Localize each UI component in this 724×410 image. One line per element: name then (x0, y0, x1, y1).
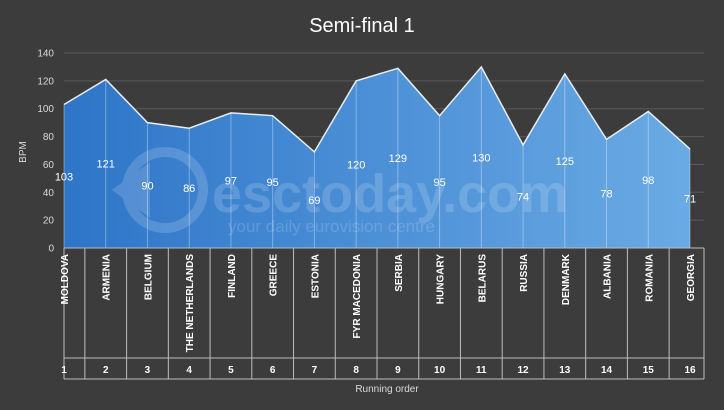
y-tick-label: 140 (37, 49, 54, 60)
x-tick-label: GEORGIA (686, 254, 697, 301)
axes: 0 20 40 60 80 100 120 140 MOLDOVA 1 ARMENIA 2 BELGIU… (37, 49, 705, 380)
data-label: 103 (55, 171, 73, 183)
running-order-label: 13 (559, 365, 571, 376)
running-order-label: 6 (270, 365, 276, 376)
x-tick-label: RUSSIA (519, 254, 530, 292)
x-tick-label: GREECE (269, 254, 280, 297)
x-tick-label: HUNGARY (436, 254, 447, 305)
running-order-label: 16 (684, 365, 696, 376)
running-order-label: 11 (476, 365, 487, 376)
x-tick-label: ALBANIA (603, 254, 614, 299)
watermark-tagline: your daily eurovision centre (228, 217, 435, 236)
area-series (63, 65, 691, 248)
x-tick-label: DENMARK (561, 253, 572, 305)
area-fill (64, 66, 690, 248)
series-line (63, 65, 691, 154)
data-label: 95 (267, 177, 279, 189)
data-labels: 103 121 90 86 97 95 69 120 129 95 130 74 125 78 98 71 (55, 152, 696, 206)
y-tick-label: 20 (43, 216, 55, 227)
x-tick-label: ARMENIA (102, 254, 113, 301)
x-tick-label: SERBIA (394, 254, 405, 292)
data-label: 129 (389, 153, 407, 165)
chart-title: Semi-final 1 (309, 15, 415, 37)
data-label: 98 (642, 175, 654, 187)
watermark-brand: esctoday.com (212, 164, 568, 224)
y-tick-label: 40 (43, 188, 55, 199)
running-order-label: 5 (228, 365, 234, 376)
data-label: 71 (684, 194, 696, 206)
running-order-label: 8 (353, 365, 359, 376)
data-label: 74 (517, 191, 529, 203)
running-order-label: 12 (518, 365, 530, 376)
watermark-logo (112, 147, 208, 233)
running-order-label: 4 (186, 365, 192, 376)
y-tick-label: 80 (43, 132, 55, 143)
running-order-label: 2 (103, 365, 109, 376)
x-tick-label: FYR MACEDONIA (352, 254, 363, 338)
y-tick-label: 60 (43, 160, 55, 171)
watermark: esctoday.com your daily eurovision centr… (112, 147, 568, 236)
data-label: 121 (97, 159, 115, 171)
y-axis-title: BPM (18, 141, 29, 163)
data-label: 95 (433, 177, 445, 189)
x-axis-title: Running order (355, 384, 419, 395)
data-label: 90 (141, 180, 153, 192)
running-order-label: 3 (145, 365, 151, 376)
y-tick-label: 100 (37, 104, 54, 115)
running-order-label: 1 (61, 365, 67, 376)
data-label: 97 (225, 175, 237, 187)
x-tick-label: THE NETHERLANDS (185, 254, 196, 353)
x-tick-label: MOLDOVA (60, 254, 71, 304)
x-tick-label: BELGIUM (143, 254, 154, 300)
x-tick-label: ROMANIA (644, 254, 655, 302)
data-label: 130 (472, 152, 490, 164)
running-order-label: 10 (434, 365, 446, 376)
running-order-label: 9 (395, 365, 401, 376)
running-order-label: 7 (312, 365, 318, 376)
x-tick-label: ESTONIA (310, 254, 321, 298)
data-label: 125 (556, 156, 574, 168)
y-tick-label: 0 (48, 244, 54, 255)
running-order-label: 14 (601, 365, 613, 376)
x-tick-label: FINLAND (227, 254, 238, 298)
data-label: 120 (347, 159, 365, 171)
data-label: 86 (183, 183, 195, 195)
data-label: 69 (308, 195, 320, 207)
running-order-label: 15 (643, 365, 655, 376)
data-label: 78 (600, 189, 612, 201)
x-tick-label: BELARUS (477, 254, 488, 303)
y-tick-label: 120 (37, 76, 54, 87)
